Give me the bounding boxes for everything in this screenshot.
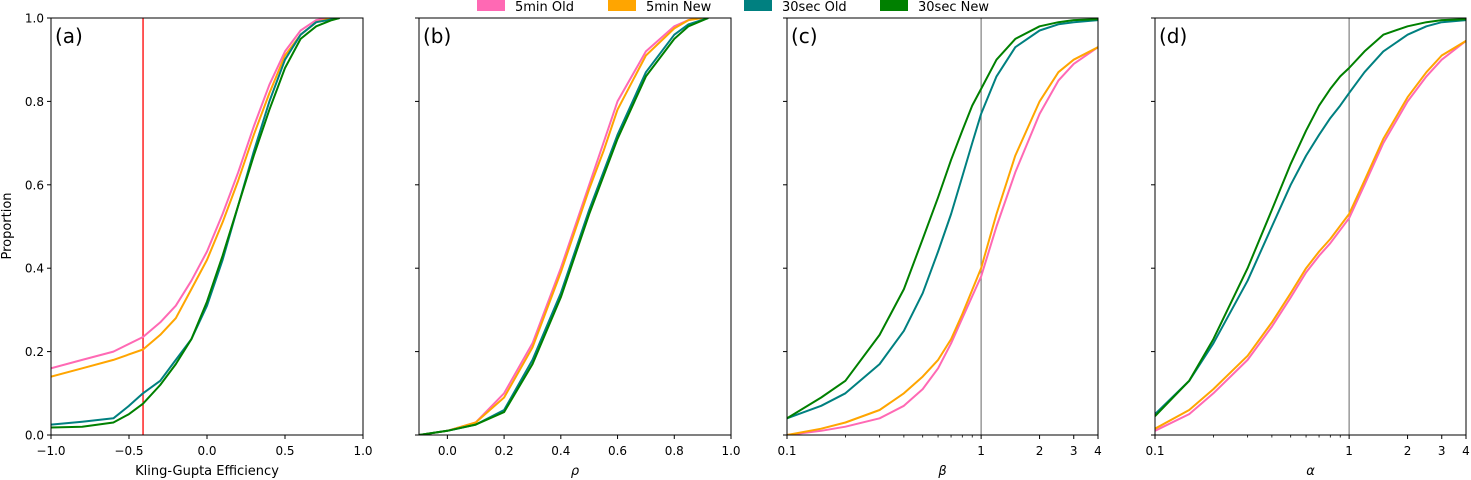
y-tick-label: 0.6 [25, 178, 44, 192]
y-tick-label: 0.4 [25, 262, 44, 276]
x-tick-label: 4 [1462, 444, 1470, 458]
series-line-30sec-new [787, 18, 1098, 420]
x-tick-label: 1.0 [353, 444, 372, 458]
series-line-30sec-new [419, 18, 709, 435]
series-line-30sec-old [419, 18, 709, 435]
legend-item: 30sec Old [744, 0, 847, 15]
series-line-30sec-old [51, 18, 340, 426]
axes-frame [50, 17, 364, 436]
chart-panel-d: 0.1 1 2 3 4 (d) α [1145, 17, 1470, 479]
chart-panel-c: 0.1 1 2 3 4 (c) β [777, 17, 1102, 479]
legend-item: 5min Old [477, 0, 574, 15]
x-tick-label: 0.6 [608, 444, 627, 458]
x-tick-label: 0.1 [1145, 444, 1164, 458]
legend-item: 5min New [608, 0, 712, 15]
x-tick-label: 4 [1094, 444, 1102, 458]
y-tick-label: 0.8 [25, 95, 44, 109]
x-tick-label: 0.1 [777, 444, 796, 458]
chart-panel-b: 0.0 0.2 0.4 0.6 0.8 1.0 (b) ρ [415, 17, 741, 479]
x-axis-label: ρ [571, 464, 580, 479]
y-tick-label: 1.0 [25, 12, 44, 26]
x-tick-label: 0.5 [275, 444, 294, 458]
x-axis-label: Kling-Gupta Efficiency [135, 464, 279, 479]
panel-label: (b) [423, 24, 451, 48]
x-tick-label: 0.8 [665, 444, 684, 458]
legend-label: 30sec New [918, 0, 989, 15]
series-line-30sec-old [787, 19, 1098, 420]
legend-swatch [477, 0, 505, 11]
panels: 0.0 0.2 0.4 0.6 0.8 1.0 −1.0 −0.5 0.0 0.5 1.0 (a) Kl… [25, 12, 1470, 480]
x-axis-label: α [1306, 464, 1315, 479]
x-tick-label: 1 [1345, 444, 1353, 458]
series-line-5min-old [419, 18, 698, 435]
x-tick-label: 1.0 [721, 444, 740, 458]
series-line-5min-new [1155, 40, 1466, 430]
legend-label: 30sec Old [782, 0, 847, 15]
x-tick-label: 0.2 [495, 444, 514, 458]
series-line-30sec-new [51, 18, 340, 429]
panel-label: (d) [1159, 24, 1187, 48]
legend-label: 5min Old [515, 0, 574, 15]
axes-frame [786, 17, 1099, 436]
x-tick-label: 3 [1070, 444, 1078, 458]
legend-swatch [744, 0, 772, 11]
x-tick-label: 3 [1438, 444, 1446, 458]
series-line-5min-new [419, 18, 703, 435]
panel-label: (c) [791, 24, 818, 48]
legend-item: 30sec New [880, 0, 989, 15]
series-line-5min-old [787, 46, 1098, 435]
y-axis-label: Proportion [0, 192, 15, 259]
series-line-5min-old [1155, 40, 1466, 432]
axes-frame [418, 17, 732, 436]
series-line-5min-old [51, 18, 329, 370]
series-line-5min-new [787, 46, 1098, 435]
legend-swatch [880, 0, 908, 11]
y-tick-label: 0.2 [25, 345, 44, 359]
legend-swatch [608, 0, 636, 11]
chart-panel-a: 0.0 0.2 0.4 0.6 0.8 1.0 −1.0 −0.5 0.0 0.5 1.0 (a) Kl… [25, 12, 373, 480]
y-tick-label: 0.0 [25, 429, 44, 443]
x-tick-label: 2 [1404, 444, 1412, 458]
x-tick-label: 0.4 [551, 444, 570, 458]
x-tick-label: −0.5 [114, 444, 143, 458]
legend: 5min Old 5min New 30sec Old 30sec New [477, 0, 989, 15]
panel-label: (a) [55, 24, 83, 48]
axes-frame [1154, 17, 1467, 436]
series-line-30sec-old [1155, 19, 1466, 415]
x-tick-label: 0.0 [438, 444, 457, 458]
x-tick-label: 2 [1036, 444, 1044, 458]
x-tick-label: 0.0 [197, 444, 216, 458]
x-axis-label: β [937, 464, 946, 479]
series-line-5min-new [51, 18, 333, 378]
legend-label: 5min New [646, 0, 712, 15]
x-tick-label: 1 [977, 444, 985, 458]
series-line-30sec-new [1155, 18, 1466, 417]
x-tick-label: −1.0 [36, 444, 65, 458]
